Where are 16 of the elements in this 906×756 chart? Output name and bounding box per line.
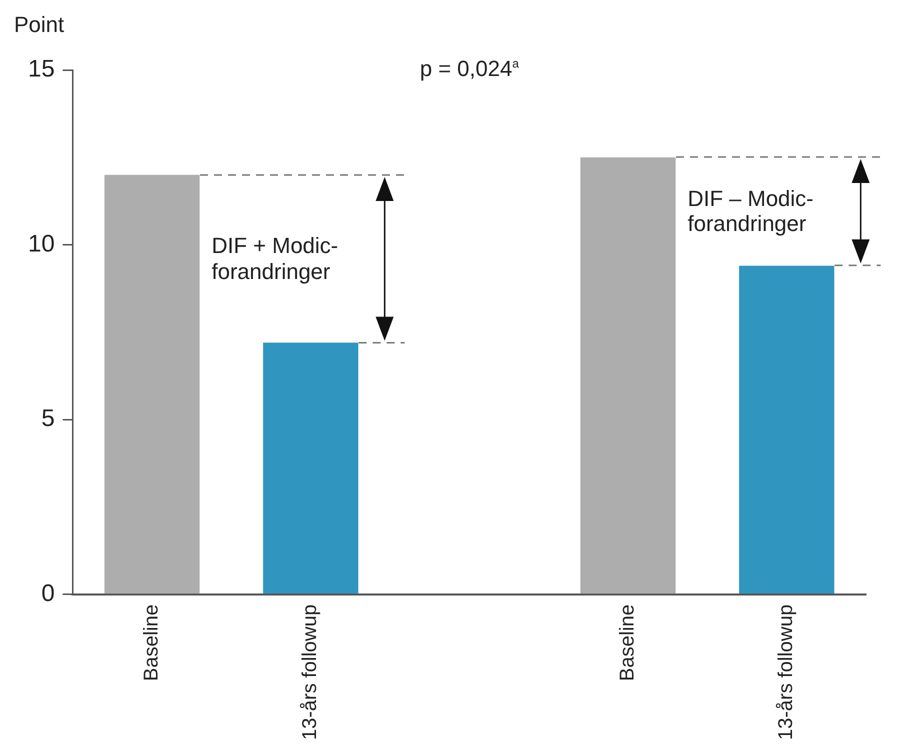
- x-tick-label: 13-års followup: [299, 604, 322, 740]
- bar: [263, 342, 358, 594]
- y-axis-title: Point: [14, 12, 64, 38]
- x-tick-label: Baseline: [616, 604, 639, 682]
- bar: [580, 157, 676, 594]
- annotation: p = 0,024$^{a}$: [420, 56, 519, 82]
- y-tick-label: 10: [28, 230, 55, 258]
- x-tick-label: 13-års followup: [775, 604, 798, 740]
- x-tick-label: Baseline: [140, 604, 163, 682]
- annotation: DIF + Modic-forandringer: [212, 233, 340, 284]
- y-tick-label: 5: [41, 405, 55, 432]
- bar: [104, 174, 200, 594]
- y-tick-label: 0: [41, 580, 55, 607]
- annotation: DIF – Modic-forandringer: [688, 186, 815, 237]
- bar: [739, 266, 834, 594]
- y-tick-label: 15: [28, 56, 55, 83]
